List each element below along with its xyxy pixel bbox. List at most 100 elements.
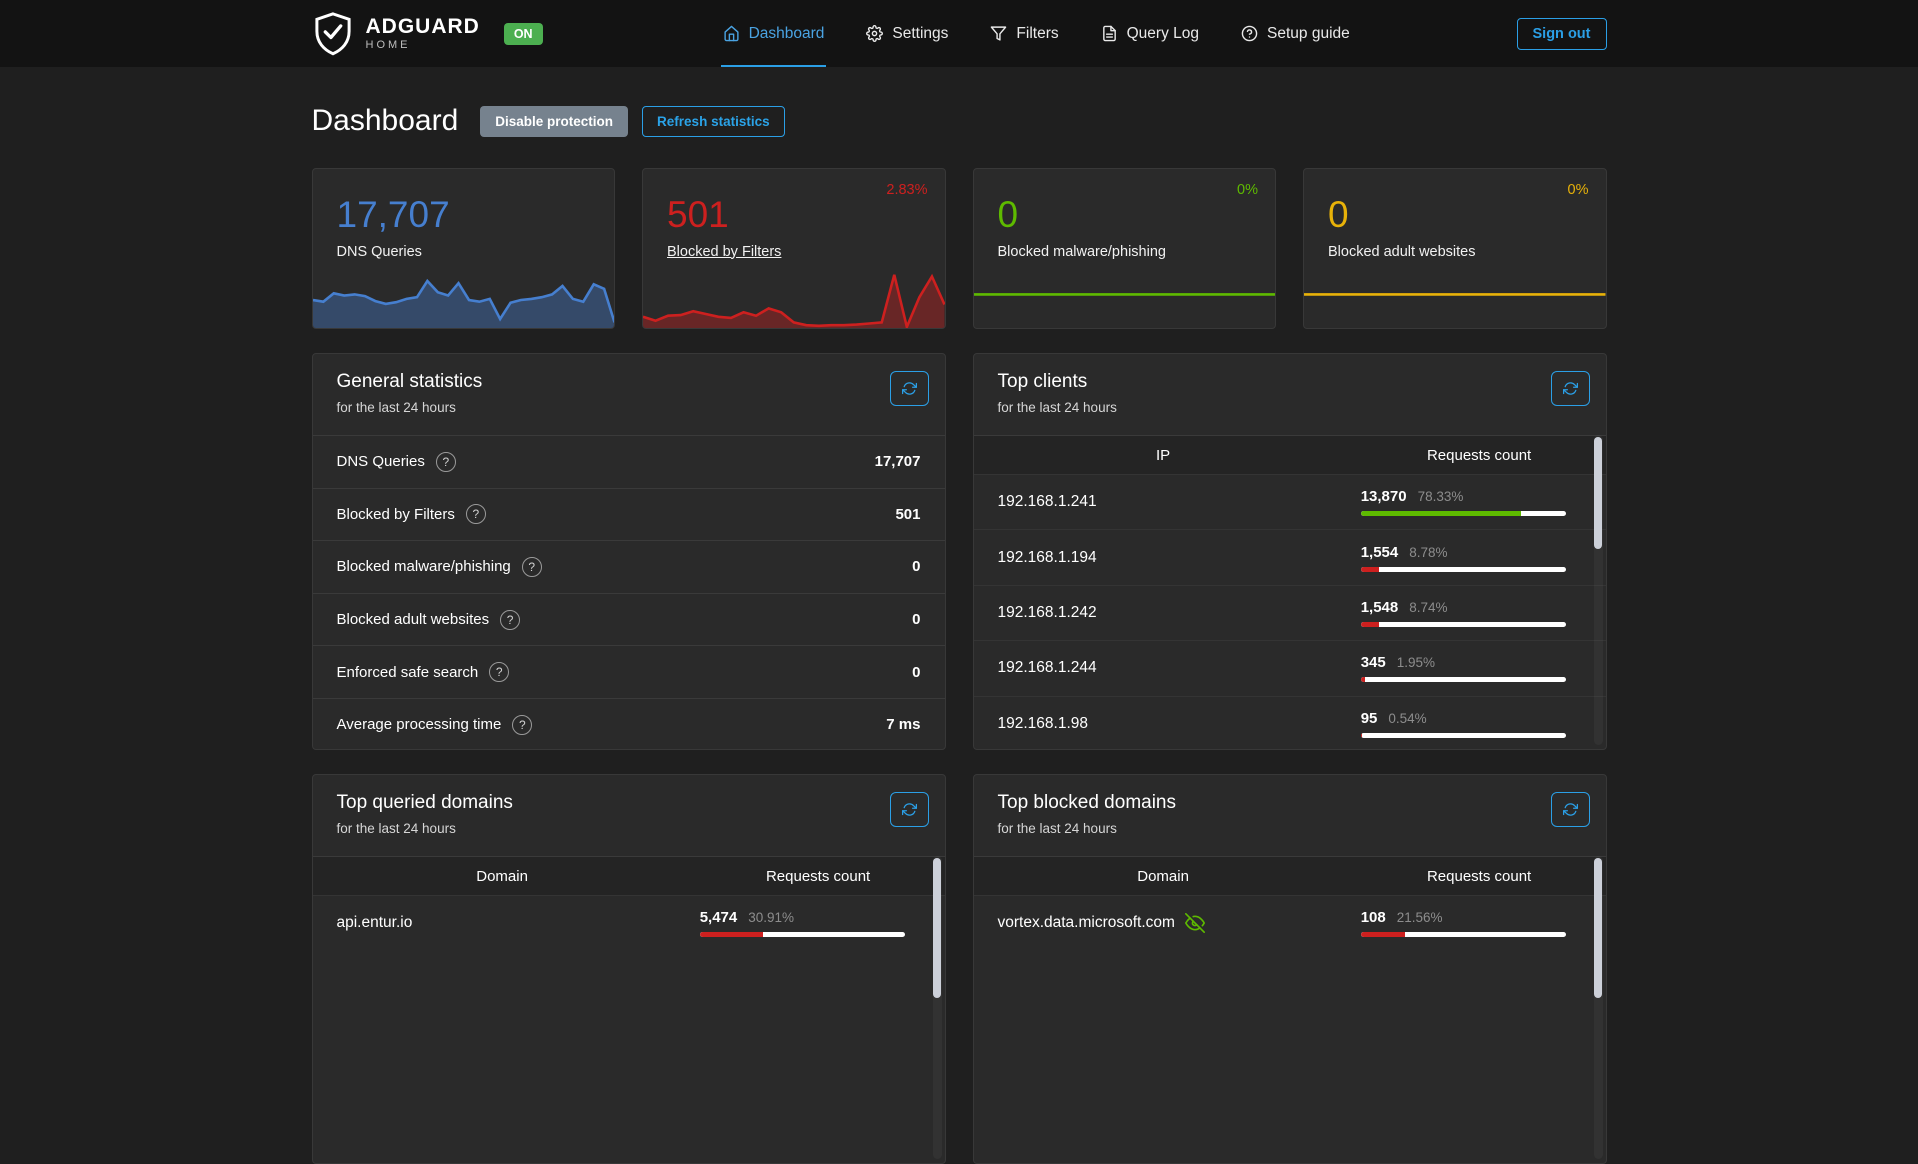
top-clients-rows: 192.168.1.241 13,870 78.33% 192.168.1.194 1,… [973, 474, 1606, 749]
help-icon [1241, 25, 1258, 42]
progress-bar [1360, 932, 1566, 938]
help-icon[interactable]: ? [500, 609, 521, 630]
stat-value: 17,707 [336, 194, 450, 235]
stat-row-label: Average processing time [336, 716, 502, 734]
refresh-card-button[interactable] [889, 371, 929, 406]
card-title: Top clients [997, 371, 1088, 392]
general-stat-row: Blocked adult websites? 0 [312, 592, 945, 646]
refresh-card-button[interactable] [1550, 792, 1590, 827]
stat-label[interactable]: Blocked by Filters [667, 243, 782, 260]
home-icon [723, 25, 739, 42]
vertical-scrollbar[interactable] [932, 856, 942, 1159]
vertical-scrollbar[interactable] [1593, 435, 1603, 745]
scrollbar-thumb[interactable] [933, 858, 941, 998]
refresh-statistics-button[interactable]: Refresh statistics [642, 105, 785, 137]
nav-item-query-log[interactable]: Query Log [1099, 0, 1201, 67]
refresh-card-button[interactable] [1550, 371, 1590, 406]
stat-row-label: Blocked by Filters [336, 505, 455, 523]
stat-card: 2.83% 501 Blocked by Filters [642, 168, 946, 329]
help-icon[interactable]: ? [435, 451, 456, 472]
row-percent: 0.54% [1388, 710, 1427, 726]
stat-row-value: 501 [895, 505, 921, 523]
row-percent: 21.56% [1396, 910, 1443, 926]
protection-status-badge: ON [503, 22, 543, 45]
card-subtitle: for the last 24 hours [336, 400, 456, 415]
sparkline-chart [1304, 293, 1606, 296]
row-percent: 30.91% [748, 910, 795, 926]
help-icon[interactable]: ? [512, 714, 533, 735]
eye-off-icon [1184, 913, 1205, 934]
help-icon[interactable]: ? [489, 662, 510, 683]
gear-icon [866, 25, 884, 42]
table-row: 192.168.1.98 95 0.54% [973, 695, 1606, 749]
row-percent: 1.95% [1396, 655, 1435, 671]
sparkline-chart [643, 273, 945, 328]
nav-menu: Dashboard Settings Filters Query Log Setup g… [720, 0, 1390, 67]
row-count: 108 [1360, 909, 1386, 927]
table-header: Domain Requests count [973, 856, 1606, 895]
nav-item-label: Setup guide [1267, 24, 1350, 42]
nav-item-dashboard[interactable]: Dashboard [720, 0, 827, 67]
scrollbar-thumb[interactable] [1594, 858, 1602, 998]
document-icon [1102, 25, 1116, 42]
row-count: 1,548 [1360, 598, 1399, 616]
general-stat-row: Enforced safe search? 0 [312, 645, 945, 698]
table-header: Domain Requests count [312, 856, 945, 895]
general-stat-row: DNS Queries? 17,707 [312, 435, 945, 488]
row-name[interactable]: api.entur.io [336, 914, 413, 932]
adguard-logo[interactable]: ADGUARD HOME [312, 11, 480, 57]
row-name[interactable]: vortex.data.microsoft.com [974, 913, 1353, 934]
help-icon[interactable]: ? [465, 504, 486, 525]
card-subtitle: for the last 24 hours [336, 821, 456, 836]
stat-cards-row: 17,707 DNS Queries 2.83% 501 Blocked by Filt… [311, 168, 1607, 329]
nav-item-setup-guide[interactable]: Setup guide [1239, 0, 1352, 67]
stat-card: 0% 0 Blocked malware/phishing [972, 168, 1276, 329]
row-name[interactable]: 192.168.1.98 [997, 714, 1089, 732]
column-header-requests: Requests count [1426, 446, 1532, 464]
stat-label: Blocked malware/phishing [997, 243, 1166, 260]
column-header-requests: Requests count [765, 867, 871, 885]
stat-label: DNS Queries [336, 243, 422, 260]
stat-percent: 0% [1567, 182, 1589, 198]
column-header-domain: Domain [476, 867, 528, 885]
refresh-card-button[interactable] [889, 792, 929, 827]
stat-row-label: Blocked malware/phishing [336, 558, 511, 576]
stat-row-value: 0 [912, 663, 921, 681]
disable-protection-button[interactable]: Disable protection [480, 105, 629, 137]
row-name[interactable]: 192.168.1.194 [997, 548, 1097, 566]
progress-bar [1360, 621, 1566, 627]
card-subtitle: for the last 24 hours [997, 821, 1117, 836]
nav-item-settings[interactable]: Settings [864, 0, 950, 67]
stat-label: Blocked adult websites [1328, 243, 1476, 260]
refresh-icon [1562, 803, 1578, 816]
card-title: Top blocked domains [997, 792, 1177, 813]
general-stat-row: Average processing time? 7 ms [312, 697, 945, 749]
stat-card: 0% 0 Blocked adult websites [1303, 168, 1607, 329]
help-icon[interactable]: ? [521, 556, 542, 577]
shield-check-icon [314, 11, 351, 55]
stat-row-value: 0 [912, 611, 921, 629]
filter-icon [991, 26, 1007, 41]
stat-card: 17,707 DNS Queries [311, 168, 615, 329]
sign-out-button[interactable]: Sign out [1516, 17, 1607, 50]
column-header-ip: IP [1156, 446, 1171, 464]
refresh-icon [901, 382, 917, 395]
card-subtitle: for the last 24 hours [997, 400, 1117, 415]
column-header-requests: Requests count [1426, 867, 1532, 885]
card-title: General statistics [336, 371, 483, 392]
row-name[interactable]: 192.168.1.244 [997, 659, 1097, 677]
row-count: 5,474 [699, 909, 738, 927]
row-name[interactable]: 192.168.1.241 [997, 493, 1097, 511]
nav-item-filters[interactable]: Filters [988, 0, 1060, 67]
top-queried-rows: api.entur.io 5,474 30.91% [312, 895, 945, 950]
stat-percent: 2.83% [886, 182, 928, 198]
stat-row-value: 0 [912, 558, 921, 576]
vertical-scrollbar[interactable] [1593, 856, 1603, 1159]
stat-value: 0 [997, 194, 1019, 235]
scrollbar-thumb[interactable] [1594, 437, 1602, 549]
row-name[interactable]: 192.168.1.242 [997, 603, 1097, 621]
page-title: Dashboard [311, 104, 459, 137]
table-row: 192.168.1.194 1,554 8.78% [973, 529, 1606, 584]
general-statistics-card: General statistics for the last 24 hours… [311, 353, 946, 750]
logo-title: ADGUARD [365, 14, 480, 38]
